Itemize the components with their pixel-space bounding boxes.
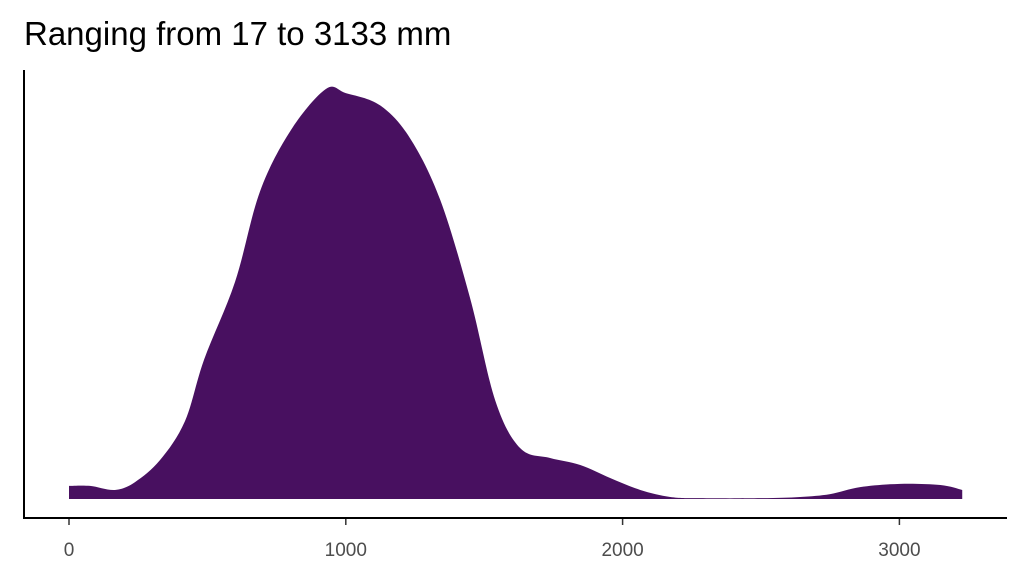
x-tick-label: 3000	[878, 540, 920, 561]
x-tick-label: 2000	[601, 540, 643, 561]
density-area	[69, 86, 963, 499]
chart-title: Ranging from 17 to 3133 mm	[24, 15, 451, 52]
x-axis-ticks: 0 1000 2000 3000	[64, 519, 921, 561]
density-area-layer	[69, 86, 963, 499]
x-tick-label: 1000	[325, 540, 367, 561]
x-tick-label: 0	[64, 540, 75, 561]
